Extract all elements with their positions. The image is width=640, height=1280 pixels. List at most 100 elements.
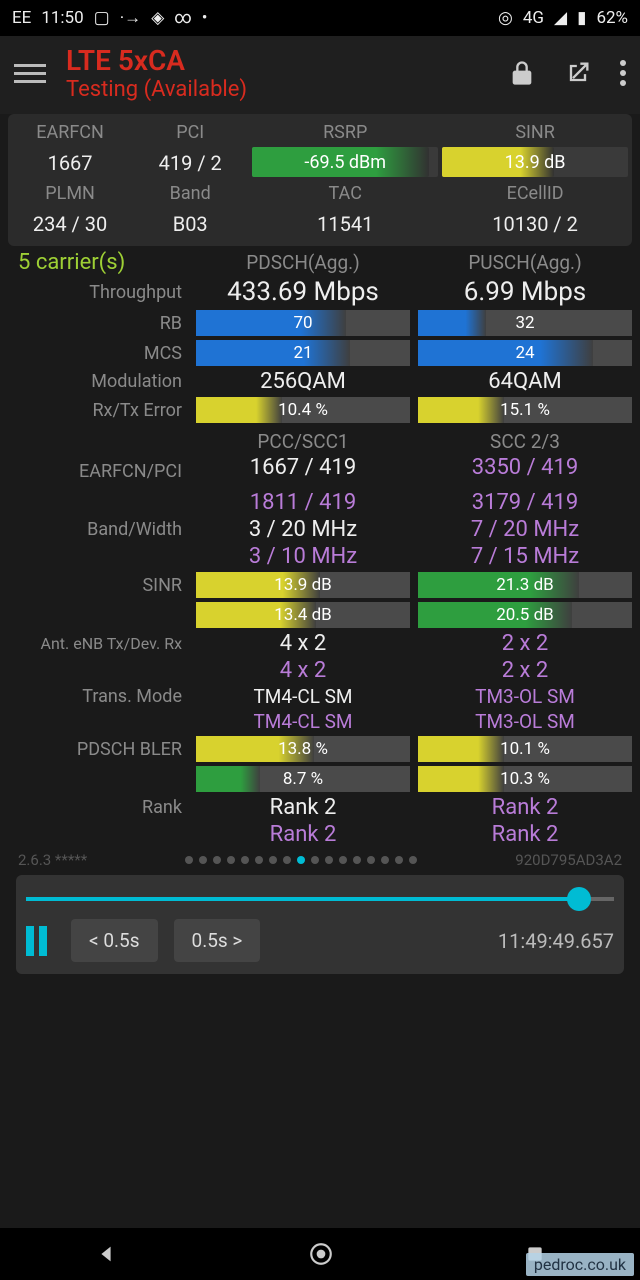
- voicemail-icon: ∞: [174, 8, 191, 28]
- lock-icon[interactable]: [508, 59, 536, 87]
- trans-c2a: TM3-OL SM: [418, 685, 632, 708]
- cell-info-card: EARFCN PCI RSRP SINR 1667 419 / 2 -69.5 …: [8, 114, 632, 246]
- open-external-icon[interactable]: [564, 59, 592, 87]
- gps-icon: ◎: [498, 8, 513, 28]
- lbl-earfcn-pci: EARFCN/PCI: [8, 461, 188, 482]
- hdr-sinr: SINR: [442, 120, 628, 145]
- throughput-dl: 433.69 Mbps: [196, 277, 410, 307]
- ant-c1a: 4 x 2: [196, 631, 410, 656]
- hash-label: 920D795AD3A2: [515, 851, 622, 869]
- val-ecellid: 10130 / 2: [442, 208, 628, 240]
- bler-c1b-bar: 8.7 %: [196, 766, 410, 792]
- rsrp-bar: -69.5 dBm: [252, 147, 438, 177]
- app-subtitle: Testing (Available): [66, 77, 508, 102]
- ant-c2b: 2 x 2: [418, 658, 632, 683]
- band-width-c1b: 3 / 10 MHz: [196, 544, 410, 569]
- hdr-pci: PCI: [132, 120, 248, 145]
- modulation-ul: 64QAM: [418, 369, 632, 394]
- sinr-bar: 13.9 dB: [442, 147, 628, 177]
- app-title: LTE 5xCA: [66, 44, 508, 77]
- battery-icon: ▮: [577, 8, 586, 28]
- col-scc: SCC 2/3: [418, 430, 632, 453]
- rank-c1b: Rank 2: [196, 822, 410, 847]
- step-back-button[interactable]: < 0.5s: [71, 919, 158, 962]
- lbl-rank: Rank: [8, 797, 188, 818]
- val-plmn: 234 / 30: [12, 208, 128, 240]
- menu-button[interactable]: [14, 64, 46, 83]
- playback-panel: < 0.5s 0.5s > 11:49:49.657: [16, 875, 624, 974]
- hdr-band: Band: [132, 181, 248, 206]
- trans-c1b: TM4-CL SM: [196, 710, 410, 733]
- earfcn-pci-c2a: 3350 / 419: [418, 455, 632, 480]
- mcs-ul-bar: 24: [418, 340, 632, 366]
- home-button[interactable]: [308, 1241, 334, 1267]
- android-status-bar: EE 11:50 ▢ ·→ ◈ ∞ • ◎ 4G ◢ ▮ 62%: [0, 0, 640, 36]
- network-type: 4G: [523, 8, 544, 28]
- hdr-ecellid: ECellID: [442, 181, 628, 206]
- clock: 11:50: [41, 8, 83, 28]
- earfcn-pci-c1a: 1667 / 419: [196, 455, 410, 480]
- band-width-c2b: 7 / 15 MHz: [418, 544, 632, 569]
- rb-dl-bar: 70: [196, 310, 410, 336]
- carriers-count: 5 carrier(s): [8, 250, 188, 275]
- sinr-c1b-bar: 13.4 dB: [196, 602, 410, 628]
- rx-error-bar: 10.4 %: [196, 397, 410, 423]
- hdr-earfcn: EARFCN: [12, 120, 128, 145]
- bler-c2a-bar: 10.1 %: [418, 736, 632, 762]
- earfcn-pci-c2b: 3179 / 419: [418, 490, 632, 515]
- lbl-rxtx: Rx/Tx Error: [8, 400, 188, 421]
- modulation-dl: 256QAM: [196, 369, 410, 394]
- lbl-throughput: Throughput: [8, 282, 188, 303]
- rank-c2a: Rank 2: [418, 795, 632, 820]
- rb-ul-bar: 32: [418, 310, 632, 336]
- signal-icon: ◢: [554, 8, 567, 28]
- arrow-icon: ·→: [120, 8, 141, 28]
- throughput-ul: 6.99 Mbps: [418, 277, 632, 307]
- hdr-rsrp: RSRP: [252, 120, 438, 145]
- sinr-c1a-bar: 13.9 dB: [196, 572, 410, 598]
- col-pdsch: PDSCH(Agg.): [196, 251, 410, 274]
- val-tac: 11541: [252, 208, 438, 240]
- ant-c1b: 4 x 2: [196, 658, 410, 683]
- watermark: pedroc.co.uk: [526, 1253, 634, 1276]
- mcs-dl-bar: 21: [196, 340, 410, 366]
- lbl-rb: RB: [8, 313, 188, 334]
- sinr-c2b-bar: 20.5 dB: [418, 602, 632, 628]
- pause-button[interactable]: [26, 926, 47, 956]
- val-earfcn: 1667: [12, 147, 128, 179]
- version-label: 2.6.3 *****: [18, 851, 87, 869]
- trans-c1a: TM4-CL SM: [196, 685, 410, 708]
- tx-error-bar: 15.1 %: [418, 397, 632, 423]
- earfcn-pci-c1b: 1811 / 419: [196, 490, 410, 515]
- rank-c1a: Rank 2: [196, 795, 410, 820]
- band-width-c2a: 7 / 20 MHz: [418, 517, 632, 542]
- footer-row: 2.6.3 ***** 920D795AD3A2: [8, 849, 632, 871]
- col-pcc: PCC/SCC1: [196, 430, 410, 453]
- step-forward-button[interactable]: 0.5s >: [174, 919, 261, 962]
- timecode: 11:49:49.657: [498, 929, 614, 953]
- location-send-icon: ◈: [151, 8, 164, 28]
- metrics-table: 5 carrier(s) PDSCH(Agg.) PUSCH(Agg.) Thr…: [8, 250, 632, 847]
- band-width-c1a: 3 / 20 MHz: [196, 517, 410, 542]
- carrier-label: EE: [12, 8, 31, 28]
- hdr-tac: TAC: [252, 181, 438, 206]
- hdr-plmn: PLMN: [12, 181, 128, 206]
- bler-c1a-bar: 13.8 %: [196, 736, 410, 762]
- lbl-band-width: Band/Width: [8, 519, 188, 540]
- lbl-mcs: MCS: [8, 343, 188, 364]
- rank-c2b: Rank 2: [418, 822, 632, 847]
- more-dot-icon: •: [202, 8, 208, 28]
- bler-c2b-bar: 10.3 %: [418, 766, 632, 792]
- page-indicator[interactable]: [185, 856, 417, 864]
- app-header: LTE 5xCA Testing (Available): [0, 36, 640, 114]
- overflow-menu-button[interactable]: [620, 60, 626, 86]
- val-band: B03: [132, 208, 248, 240]
- image-icon: ▢: [94, 8, 110, 28]
- battery-pct: 62%: [596, 8, 628, 28]
- lbl-bler: PDSCH BLER: [8, 739, 188, 760]
- lbl-trans-mode: Trans. Mode: [8, 686, 188, 707]
- lbl-sinr2: SINR: [8, 575, 188, 596]
- playback-slider[interactable]: [26, 897, 614, 901]
- back-button[interactable]: [95, 1243, 117, 1265]
- lbl-ant: Ant. eNB Tx/Dev. Rx: [8, 634, 188, 653]
